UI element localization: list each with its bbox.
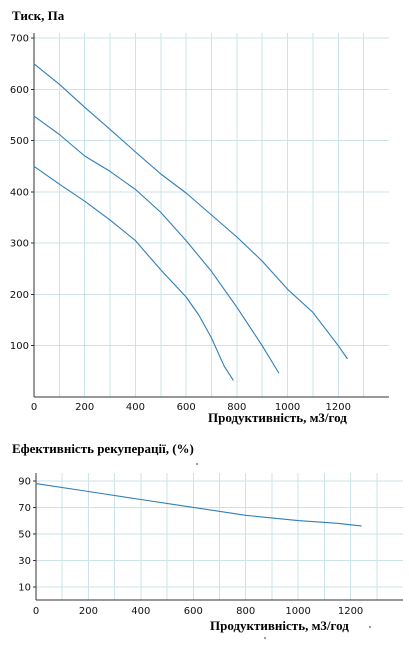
x-tick-label: 600 bbox=[184, 606, 203, 617]
pressure-series bbox=[33, 63, 348, 381]
efficiency-series bbox=[35, 483, 362, 527]
x-tick-label: 200 bbox=[79, 606, 98, 617]
efficiency-x-ticks: 0 200 400 600 800 1000 1200 bbox=[33, 606, 363, 617]
x-tick-label: 1000 bbox=[285, 606, 310, 617]
series-line-2 bbox=[33, 115, 280, 374]
efficiency-y-ticks: 10 30 50 70 90 bbox=[18, 476, 36, 593]
y-tick-label: 500 bbox=[10, 136, 29, 147]
pressure-chart: Тиск, Па 0 200 400 600 800 1000 1200 100 200 300… bbox=[10, 8, 389, 425]
pressure-chart-title: Тиск, Па bbox=[12, 8, 65, 23]
x-tick-label: 0 bbox=[33, 606, 39, 617]
x-tick-label: 1000 bbox=[275, 402, 300, 413]
y-tick-label: 100 bbox=[10, 341, 29, 352]
efficiency-chart-title: Ефективність рекуперації, (%) bbox=[12, 441, 194, 456]
y-tick-label: 10 bbox=[18, 582, 31, 593]
pressure-x-ticks: 0 200 400 600 800 1000 1200 bbox=[31, 402, 351, 413]
pressure-y-ticks: 100 200 300 400 500 600 700 bbox=[10, 34, 34, 352]
pressure-grid bbox=[34, 33, 389, 397]
y-tick-label: 700 bbox=[10, 34, 29, 45]
x-tick-label: 800 bbox=[236, 606, 255, 617]
x-tick-label: 0 bbox=[31, 402, 37, 413]
pressure-axes bbox=[33, 33, 389, 398]
y-tick-label: 400 bbox=[10, 187, 29, 198]
y-tick-label: 600 bbox=[10, 85, 29, 96]
y-tick-label: 200 bbox=[10, 290, 29, 301]
efficiency-x-axis-title: Продуктивність, м3/год bbox=[210, 618, 349, 633]
x-tick-label: 400 bbox=[131, 606, 150, 617]
x-tick-label: 1200 bbox=[338, 606, 363, 617]
x-tick-label: 400 bbox=[126, 402, 145, 413]
series-line-1 bbox=[33, 63, 348, 360]
y-tick-label: 90 bbox=[18, 476, 31, 487]
series-line-1 bbox=[35, 483, 362, 527]
stray-dot bbox=[264, 637, 266, 639]
stray-dot bbox=[196, 463, 198, 465]
efficiency-chart: Ефективність рекуперації, (%) 0 200 400 600… bbox=[12, 441, 403, 633]
y-tick-label: 50 bbox=[18, 529, 31, 540]
x-tick-label: 1200 bbox=[326, 402, 351, 413]
x-tick-label: 200 bbox=[75, 402, 94, 413]
stray-dot bbox=[369, 626, 371, 628]
y-tick-label: 30 bbox=[18, 556, 31, 567]
x-tick-label: 800 bbox=[227, 402, 246, 413]
series-line-3 bbox=[33, 165, 234, 381]
x-tick-label: 600 bbox=[177, 402, 196, 413]
efficiency-grid bbox=[36, 473, 403, 600]
efficiency-axes bbox=[35, 473, 403, 601]
y-tick-label: 300 bbox=[10, 239, 29, 250]
pressure-x-axis-title: Продуктивність, м3/год bbox=[208, 410, 347, 425]
y-tick-label: 70 bbox=[18, 503, 31, 514]
